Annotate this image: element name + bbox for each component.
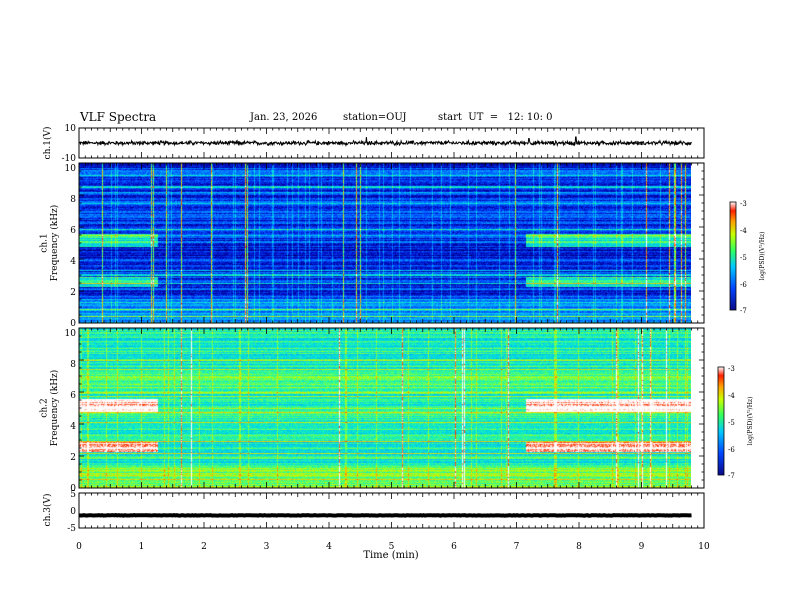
ch3-ylabel: ch.3(V)	[42, 494, 53, 527]
ch2-spectrogram-ylabel: ch.2Frequency (kHz)	[39, 370, 59, 447]
x-tick-label: 1	[139, 542, 145, 552]
colorbar-ch1: -3 -4 -5 -6 -7 log(PSD)(V²/Hz)	[729, 200, 766, 315]
x-axis-tick-labels: 0 1 2 3 4 5 6 7 8 9 10	[76, 542, 710, 552]
ch1-freq-tick-2: 2	[70, 288, 76, 298]
x-axis-label: Time (min)	[363, 550, 418, 561]
ch3-ytick-mid: 0	[70, 507, 76, 517]
ch1-freq-tick-0: 0	[70, 319, 76, 329]
x-tick-label: 8	[576, 542, 582, 552]
cb1-tick-m4: -4	[740, 227, 747, 235]
ch1-ytick-top: 10	[65, 124, 77, 134]
ch1-trace	[78, 136, 692, 148]
x-tick-label: 2	[201, 542, 207, 552]
cb2-tick-m7: -7	[728, 472, 735, 480]
ch1-spectrogram-image-holder	[79, 163, 691, 323]
date-label: Jan. 23, 2026	[250, 112, 318, 123]
cb1-tick-m7: -7	[740, 307, 747, 315]
panel-ch1-spectrogram: 0 2 4 6 8 10 ch.1Frequency (kHz)	[39, 162, 705, 329]
ch1-ylabel: ch.1(V)	[42, 127, 53, 160]
cb1-tick-m3: -3	[740, 200, 747, 208]
cb2-tick-m3: -3	[728, 365, 735, 373]
x-tick-label: 7	[514, 542, 520, 552]
ylabel-line: ch.2	[39, 398, 49, 417]
ch3-trace	[78, 513, 692, 518]
cb1-tick-m6: -6	[740, 281, 747, 289]
axis-ticks	[78, 128, 705, 528]
ch2-freq-tick-6: 6	[70, 391, 76, 401]
ch2-freq-tick-10: 10	[65, 329, 77, 339]
station-label: station=OUJ	[343, 112, 407, 123]
ch2-freq-tick-4: 4	[70, 422, 76, 432]
x-tick-label: 3	[264, 542, 270, 552]
ch1-spectrogram-ylabel: ch.1Frequency (kHz)	[39, 205, 59, 282]
ch3-ytick-bottom: -5	[67, 524, 76, 534]
x-tick-label: 4	[326, 542, 332, 552]
x-tick-label: 10	[698, 542, 710, 552]
ch1-freq-tick-6: 6	[70, 226, 76, 236]
cb1-label: log(PSD)(V²/Hz)	[759, 232, 766, 281]
ylabel-line: ch.1	[39, 233, 49, 252]
ch1-freq-tick-4: 4	[70, 257, 76, 267]
ch1-ytick-bottom: -10	[62, 154, 77, 164]
ch2-freq-tick-8: 8	[70, 360, 76, 370]
ch2-spectrogram-image-holder	[79, 328, 691, 488]
cb2-tick-m6: -6	[728, 446, 735, 454]
start-time-label: start UT = 12: 10: 0	[438, 112, 553, 123]
colorbar-ch2: -3 -4 -5 -6 -7 log(PSD)(V²/Hz)	[717, 365, 754, 480]
ch1-spectrogram-image	[79, 163, 691, 323]
cb2-tick-m4: -4	[728, 392, 735, 400]
ch2-spectrogram-image	[79, 328, 691, 488]
panel-ch2-spectrogram: 0 2 4 6 8 10 ch.2Frequency (kHz)	[39, 327, 705, 494]
ch3-ytick-top: 5	[70, 490, 76, 500]
ch2-freq-tick-0: 0	[70, 484, 76, 494]
x-tick-label: 9	[639, 542, 645, 552]
cb1-tick-m5: -5	[740, 254, 747, 262]
x-tick-label: 6	[451, 542, 457, 552]
ch1-freq-tick-10: 10	[65, 164, 77, 174]
cb2-tick-m5: -5	[728, 419, 735, 427]
ch2-freq-tick-2: 2	[70, 453, 76, 463]
figure-title: VLF Spectra	[80, 110, 157, 124]
ylabel-line: Frequency (kHz)	[49, 370, 60, 447]
ch1-freq-tick-8: 8	[70, 195, 76, 205]
x-tick-label: 5	[389, 542, 395, 552]
colorbar-ch2-scale	[717, 366, 725, 476]
ylabel-line: Frequency (kHz)	[49, 205, 60, 282]
colorbar-ch1-scale	[729, 201, 737, 311]
cb2-label: log(PSD)(V²/Hz)	[747, 397, 754, 446]
x-tick-label: 0	[76, 542, 82, 552]
